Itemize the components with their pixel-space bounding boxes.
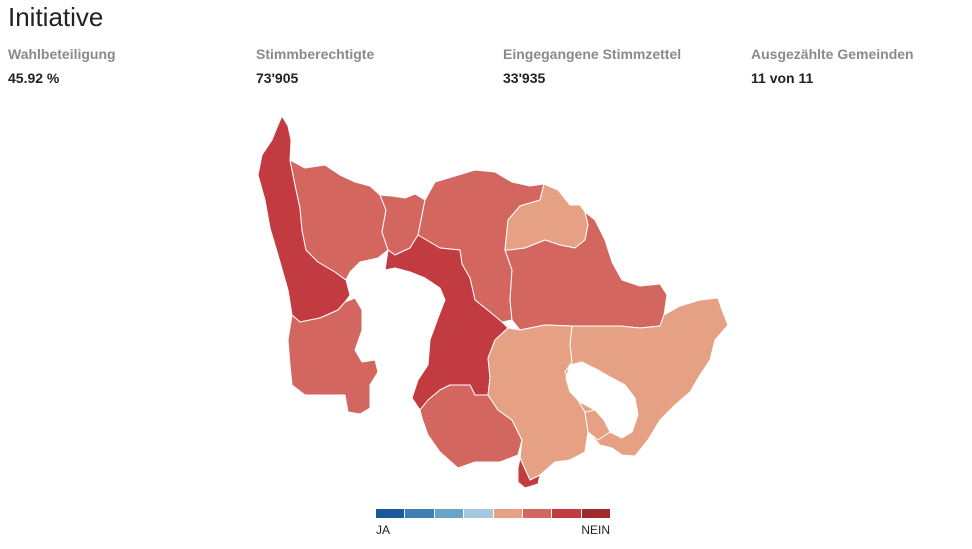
- stat-eligible-label: Stimmberechtigte: [256, 46, 375, 62]
- stat-ballots-value: 33'935: [503, 70, 546, 86]
- legend-swatch: [464, 509, 493, 518]
- municipality-south-west[interactable]: [419, 384, 523, 469]
- municipality-west-south[interactable]: [287, 297, 379, 415]
- municipality-map: [257, 115, 729, 489]
- stat-municipalities-label: Ausgezählte Gemeinden: [751, 46, 914, 62]
- stats-row: Wahlbeteiligung 45.92 % Stimmberechtigte…: [8, 46, 968, 90]
- legend-ja-label: JA: [376, 523, 391, 537]
- legend-swatch: [493, 509, 522, 518]
- legend-swatch: [581, 509, 610, 518]
- municipality-south-central[interactable]: [487, 324, 589, 481]
- stat-eligible: Stimmberechtigte 73'905: [256, 46, 374, 86]
- page-title: Initiative: [8, 2, 104, 32]
- legend-color-bar: [376, 509, 610, 518]
- stat-ballots-label: Eingegangene Stimmzettel: [503, 46, 682, 62]
- legend: JA NEIN: [376, 509, 610, 539]
- municipality-north-west[interactable]: [289, 159, 389, 281]
- legend-swatch: [405, 509, 434, 518]
- legend-swatch: [522, 509, 552, 518]
- lake-east: [565, 361, 639, 439]
- legend-swatch: [376, 509, 405, 518]
- stat-municipalities: Ausgezählte Gemeinden 11 von 11: [751, 46, 914, 86]
- municipality-lake-fringe[interactable]: [584, 409, 611, 441]
- legend-nein-label: NEIN: [581, 523, 610, 537]
- stat-municipalities-value: 11 von 11: [751, 70, 814, 86]
- stat-turnout-value: 45.92 %: [8, 70, 60, 86]
- stat-turnout: Wahlbeteiligung 45.92 %: [8, 46, 116, 86]
- stat-eligible-value: 73'905: [256, 70, 299, 86]
- legend-swatch: [434, 509, 464, 518]
- stat-ballots: Eingegangene Stimmzettel 33'935: [503, 46, 681, 86]
- stat-turnout-label: Wahlbeteiligung: [8, 46, 116, 62]
- legend-swatch: [552, 509, 581, 518]
- municipality-south-tip[interactable]: [517, 457, 541, 489]
